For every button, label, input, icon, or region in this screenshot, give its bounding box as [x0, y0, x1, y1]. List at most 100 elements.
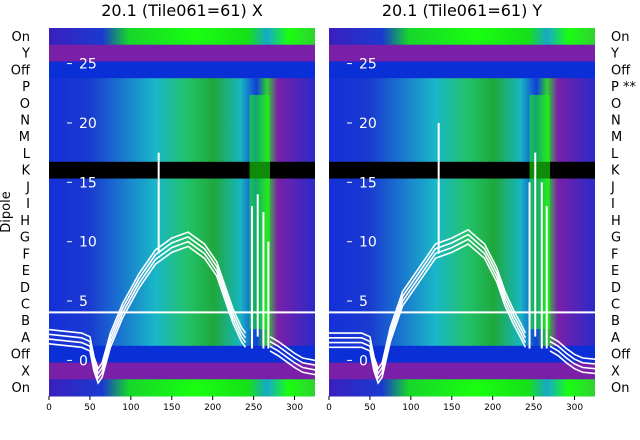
dipole-label: On [12, 381, 30, 396]
overlay-trace-1 [329, 243, 527, 385]
x-tick-label: 150 [443, 403, 460, 413]
overlay-tick-label: 5 [79, 294, 88, 310]
heatmap-row-1 [49, 28, 315, 46]
x-tick-label: 200 [484, 403, 501, 413]
heatmap-row-21 [49, 362, 315, 380]
dipole-label: A [611, 331, 620, 346]
dipole-label: X [21, 364, 30, 379]
dipole-label: A [21, 331, 30, 346]
heatmap-row-1 [329, 28, 595, 46]
heatmap-row-9 [329, 161, 595, 180]
dipole-label: H [20, 214, 30, 229]
heatmap-row-11 [49, 195, 315, 213]
dipole-label: C [611, 298, 620, 313]
overlay-tick-label: 25 [359, 57, 377, 73]
overlay-tail-trace-3 [549, 340, 596, 365]
heatmap-row-21 [329, 362, 595, 380]
heatmap-row-10 [49, 178, 315, 196]
x-tick-label: 250 [245, 403, 262, 413]
dipole-label: K [611, 164, 620, 179]
dipole-label: X [611, 364, 620, 379]
heatmap-row-20 [329, 345, 595, 364]
overlay-trace-3 [329, 233, 527, 376]
x-tick-label: 100 [402, 403, 419, 413]
heatmap-row-14 [329, 245, 595, 263]
x-tick-label: 300 [286, 403, 303, 413]
heatmap-row-19 [329, 329, 595, 347]
x-tick-label: 300 [566, 403, 583, 413]
overlay-trace-3 [48, 236, 247, 376]
overlay-tick-label: 5 [359, 294, 368, 310]
dipole-label: P [22, 80, 30, 95]
dipole-label: D [20, 281, 30, 296]
heatmap-row-20 [49, 345, 315, 364]
overlay-tick-label: 0 [79, 353, 88, 369]
heatmap-row-17 [329, 295, 595, 313]
overlay-tick-label: 10 [79, 235, 97, 251]
heatmap-row-7 [329, 128, 595, 146]
dipole-label: I [611, 197, 615, 212]
x-tick-label: 200 [204, 403, 221, 413]
heatmap-row-18 [49, 312, 315, 330]
dipole-label: N [611, 114, 621, 129]
dipole-label: M [19, 130, 30, 145]
dipole-label: J [25, 180, 30, 195]
x-tick-label: 250 [525, 403, 542, 413]
dipole-label: On [611, 381, 629, 396]
dipole-label: L [23, 147, 31, 162]
heatmap-row-22 [49, 379, 315, 397]
heatmap-row-12 [329, 212, 595, 230]
overlay-tail-trace-3 [269, 340, 316, 366]
heatmap-row-6 [329, 111, 595, 129]
overlay-trace-2 [48, 240, 247, 380]
dipole-label: Off [11, 348, 31, 363]
x-tick-label: 150 [163, 403, 180, 413]
panel-x: 20.1 (Tile061=61) X Dipole OnYOffPONMLKJ… [0, 1, 316, 413]
overlay-tail-trace-4 [269, 335, 316, 362]
heatmap-row-5 [49, 94, 315, 113]
dipole-label: I [26, 197, 30, 212]
dipole-label: M [611, 130, 622, 145]
heatmap-row-16 [49, 278, 315, 297]
dipole-label: On [12, 30, 30, 45]
dipole-label: E [22, 264, 30, 279]
overlay-tick-label: 20 [359, 116, 377, 132]
dipole-label: K [21, 164, 30, 179]
overlay-tail-trace-2 [549, 345, 596, 370]
dipole-label: B [611, 314, 620, 329]
dipole-label: F [611, 247, 618, 262]
overlay-tail-trace-1 [269, 350, 316, 376]
heatmap-row-2 [49, 44, 315, 62]
heatmap-row-18 [329, 312, 595, 330]
dipole-label: J [610, 180, 615, 195]
x-tick-label: 100 [122, 403, 139, 413]
heatmap-row-2 [329, 44, 595, 62]
heatmap-row-15 [49, 262, 315, 280]
overlay-trace-2 [329, 238, 527, 380]
dipole-label: Off [611, 348, 631, 363]
heatmap-row-3 [329, 61, 595, 79]
x-tick-label: 0 [326, 403, 332, 413]
overlay-tail-trace-1 [549, 350, 596, 375]
dipole-label: N [20, 114, 30, 129]
dipole-label: P ** [611, 80, 636, 95]
dipole-label: Y [610, 47, 619, 62]
heatmap-row-14 [49, 245, 315, 263]
dipole-label: G [20, 231, 30, 246]
dipole-label: G [611, 231, 621, 246]
green-streak-band [249, 94, 270, 330]
x-tick-label: 50 [364, 403, 376, 413]
heatmap-row-15 [329, 262, 595, 280]
overlay-trace-4 [48, 231, 247, 371]
dipole-label: E [611, 264, 619, 279]
heatmap-row-10 [329, 178, 595, 196]
overlay-tail-trace-4 [549, 335, 596, 360]
heatmap-row-8 [49, 145, 315, 163]
heatmap-row-16 [329, 278, 595, 297]
overlay-tick-label: 25 [79, 57, 97, 73]
heatmap-row-4 [49, 78, 315, 96]
overlay-tail-trace-2 [269, 345, 316, 371]
overlay-trace-4 [329, 228, 527, 371]
y-axis-label: Dipole [0, 191, 14, 232]
